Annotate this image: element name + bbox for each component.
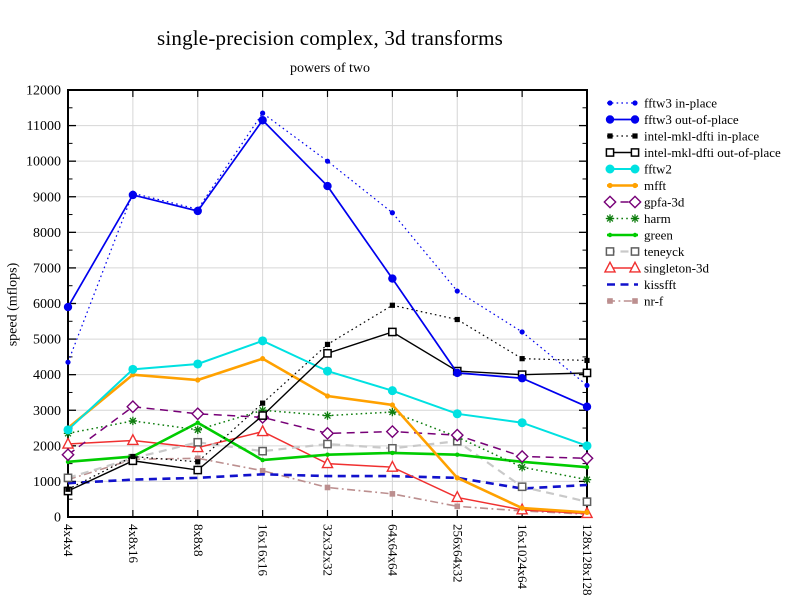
y-tick-label: 8000 [33, 226, 61, 241]
legend-item-teneyck: teneyck [605, 244, 685, 259]
y-tick-label: 9000 [33, 190, 61, 205]
legend-label: intel-mkl-dfti in-place [644, 129, 759, 144]
legend-item-intel-mkl-dfti-out-of-place: intel-mkl-dfti out-of-place [605, 145, 781, 160]
legend-item-kissfft: kissfft [607, 277, 677, 292]
y-tick-label: 10000 [26, 155, 61, 170]
legend-label: nr-f [644, 294, 664, 309]
series-intel-mkl-dfti-in-place [65, 302, 590, 492]
series-green [65, 420, 590, 470]
series-fftw2 [63, 336, 592, 451]
legend-label: singleton-3d [644, 261, 709, 276]
legend-item-green: green [607, 228, 673, 243]
x-tick-label: 256x64x32 [450, 524, 465, 583]
legend-label: mfft [644, 178, 667, 193]
legend-label: green [644, 228, 673, 243]
x-tick-labels: 4x4x4 4x8x16 8x8x8 16x16x16 32x32x32 64x64x64… [61, 524, 595, 596]
x-tick-label: 16x1024x64 [515, 524, 530, 590]
legend-item-mfft: mfft [607, 178, 667, 193]
series-mfft [65, 356, 590, 515]
legend-item-fftw2: fftw2 [605, 162, 672, 177]
legend-item-fftw3-in-place: fftw3 in-place [607, 96, 717, 111]
y-tick-label: 12000 [26, 84, 61, 99]
legend-label: intel-mkl-dfti out-of-place [644, 145, 781, 160]
legend-label: gpfa-3d [644, 195, 685, 210]
legend-label: fftw3 out-of-place [644, 112, 739, 127]
x-tick-label: 8x8x8 [191, 524, 206, 557]
legend-label: fftw2 [644, 162, 672, 177]
x-tick-label: 64x64x64 [385, 524, 400, 577]
y-tick-label: 11000 [27, 119, 61, 134]
legend-item-gpfa-3d: gpfa-3d [603, 195, 685, 210]
y-tick-label: 4000 [33, 368, 61, 383]
legend-item-intel-mkl-dfti-in-place: intel-mkl-dfti in-place [607, 129, 759, 144]
legend-label: teneyck [644, 244, 685, 259]
legend-item-harm: harm [605, 211, 671, 226]
legend-item-fftw3-out-of-place: fftw3 out-of-place [605, 112, 739, 127]
legend-label: fftw3 in-place [644, 96, 717, 111]
x-tick-label: 32x32x32 [321, 524, 336, 576]
series-kissfft [67, 472, 588, 490]
legend-item-nr-f: nr-f [607, 294, 664, 309]
x-tick-label: 4x8x16 [126, 524, 141, 564]
y-tick-labels: 0 1000 2000 3000 4000 5000 6000 7000 8000 9000 100… [26, 84, 61, 526]
legend-label: harm [644, 211, 671, 226]
y-tick-label: 1000 [33, 475, 61, 490]
y-tick-label: 6000 [33, 297, 61, 312]
legend-item-singleton-3d: singleton-3d [603, 261, 709, 276]
y-tick-label: 2000 [33, 439, 61, 454]
chart-subtitle: powers of two [289, 61, 371, 76]
series-fftw3-in-place [65, 110, 590, 388]
series [61, 110, 594, 519]
x-tick-label: 4x4x4 [61, 524, 76, 557]
y-tick-label: 5000 [33, 333, 61, 348]
series-singleton-3d [61, 424, 594, 519]
y-tick-label: 0 [54, 511, 61, 526]
x-tick-label: 128x128x128 [580, 524, 595, 596]
x-tick-label: 16x16x16 [256, 524, 271, 577]
y-tick-label: 7000 [33, 261, 61, 276]
chart-title: single-precision complex, 3d transforms [156, 26, 504, 50]
legend-label: kissfft [644, 277, 677, 292]
y-tick-label: 3000 [33, 404, 61, 419]
